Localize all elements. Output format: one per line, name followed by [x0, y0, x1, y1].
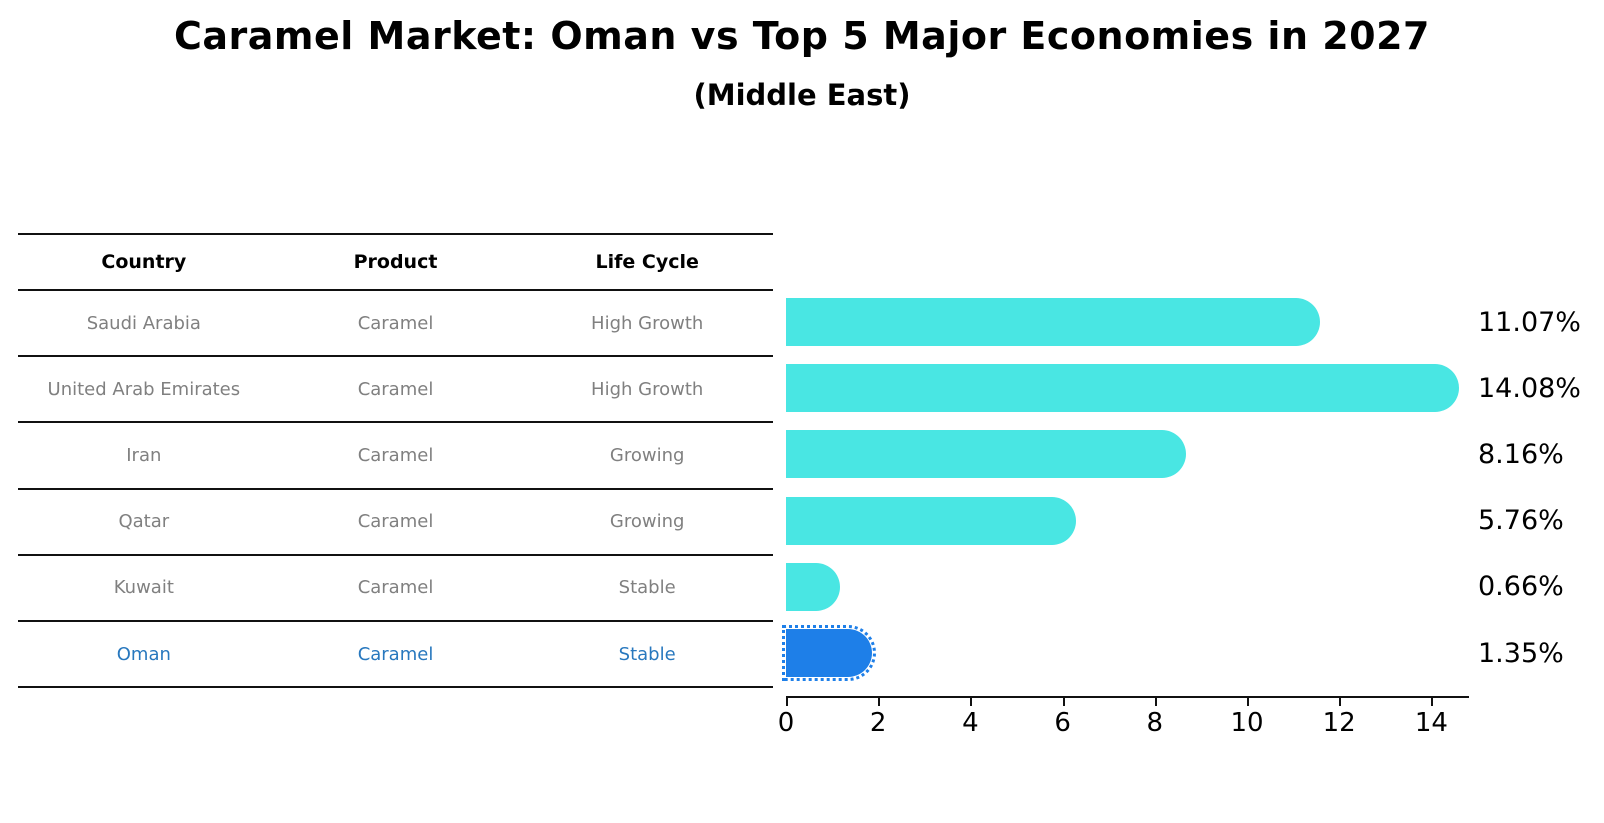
bar-row-iran	[786, 421, 1469, 487]
table-row-kuwait: Kuwait Caramel Stable	[18, 556, 773, 622]
x-axis-tick-label: 4	[962, 708, 979, 738]
table-cell-life_cycle: Stable	[618, 643, 676, 665]
table-cell-country: Qatar	[118, 511, 170, 533]
x-axis-tick-label: 12	[1322, 708, 1356, 738]
table-cell-country: Iran	[126, 444, 162, 466]
value-label-saudi-arabia: 11.07%	[1478, 306, 1581, 338]
table-cell-product: Caramel	[357, 511, 434, 533]
country-table: Country Product Life Cycle Saudi Arabia Car…	[18, 233, 773, 689]
x-axis-tick-mark	[878, 698, 881, 706]
table-row-iran: Iran Caramel Growing	[18, 423, 773, 490]
table-body: Saudi Arabia Caramel High Growth United Ara…	[18, 291, 773, 689]
bar-united-arab-emirates	[786, 364, 1460, 413]
x-axis-tick-label: 6	[1054, 708, 1071, 738]
x-axis-tick-mark	[786, 698, 788, 706]
table-cell-product: Caramel	[357, 444, 434, 466]
value-label-oman: 1.35%	[1478, 637, 1564, 669]
table-cell-country: Kuwait	[113, 577, 174, 599]
x-axis-tick-mark	[1431, 698, 1434, 706]
x-axis-tick-label: 8	[1146, 708, 1164, 738]
table-header-cell-life-cycle: Life Cycle	[595, 251, 699, 273]
value-label-iran: 8.16%	[1478, 438, 1564, 470]
table-cell-country: United Arab Emirates	[47, 378, 241, 400]
x-axis-tick-mark	[1062, 698, 1065, 706]
table-cell-life_cycle: Growing	[609, 444, 685, 466]
table-cell-life_cycle: High Growth	[591, 378, 704, 400]
table-row-united-arab-emirates: United Arab Emirates Caramel High Growth	[18, 357, 773, 424]
bar-qatar	[786, 496, 1076, 545]
table-header-row: Country Product Life Cycle	[18, 235, 773, 291]
table-cell-product: Caramel	[357, 378, 434, 400]
table-header-cell-country: Country	[101, 251, 187, 273]
chart-subtitle: (Middle East)	[693, 78, 911, 112]
bar-iran	[786, 430, 1187, 479]
x-axis-tick-label: 14	[1414, 708, 1448, 738]
bar-kuwait	[786, 562, 841, 611]
x-axis-tick-mark	[1247, 698, 1249, 706]
x-axis-tick-label: 10	[1230, 708, 1264, 738]
table-cell-product: Caramel	[357, 643, 434, 665]
x-axis-tick-mark	[970, 698, 973, 706]
bar-row-kuwait	[786, 554, 1469, 620]
bar-row-united-arab-emirates	[786, 355, 1469, 421]
chart-title: Caramel Market: Oman vs Top 5 Major Econ…	[174, 14, 1430, 58]
bar-row-qatar	[786, 488, 1469, 554]
x-axis-tick-label: 0	[777, 708, 795, 738]
value-label-kuwait: 0.66%	[1478, 571, 1564, 603]
bar-value-labels: 11.07% 14.08% 8.16% 5.76% 0.66% 1.35%	[1478, 289, 1604, 686]
bar-saudi-arabia	[786, 298, 1321, 346]
x-axis-tick-mark	[1339, 698, 1342, 706]
table-cell-product: Caramel	[357, 312, 434, 334]
table-row-qatar: Qatar Caramel Growing	[18, 490, 773, 556]
value-label-qatar: 5.76%	[1478, 505, 1564, 537]
table-cell-life_cycle: Stable	[618, 577, 676, 599]
x-axis-tick-label: 2	[869, 708, 887, 738]
table-cell-country: Saudi Arabia	[86, 312, 201, 334]
bar-oman	[781, 624, 877, 681]
bar-row-oman	[781, 620, 1469, 686]
table-header-cell-product: Product	[353, 251, 438, 273]
table-cell-product: Caramel	[357, 577, 434, 599]
table-row-oman: Oman Caramel Stable	[18, 622, 773, 689]
table-cell-country: Oman	[116, 643, 171, 665]
table-row-saudi-arabia: Saudi Arabia Caramel High Growth	[18, 291, 773, 358]
table-cell-life_cycle: High Growth	[591, 312, 704, 334]
bar-chart-plot	[781, 289, 1469, 686]
table-cell-life_cycle: Growing	[609, 511, 685, 533]
x-axis-tick-mark	[1154, 698, 1157, 706]
bar-row-saudi-arabia	[786, 289, 1469, 355]
x-axis-line	[786, 696, 1469, 698]
value-label-united-arab-emirates: 14.08%	[1478, 372, 1581, 404]
